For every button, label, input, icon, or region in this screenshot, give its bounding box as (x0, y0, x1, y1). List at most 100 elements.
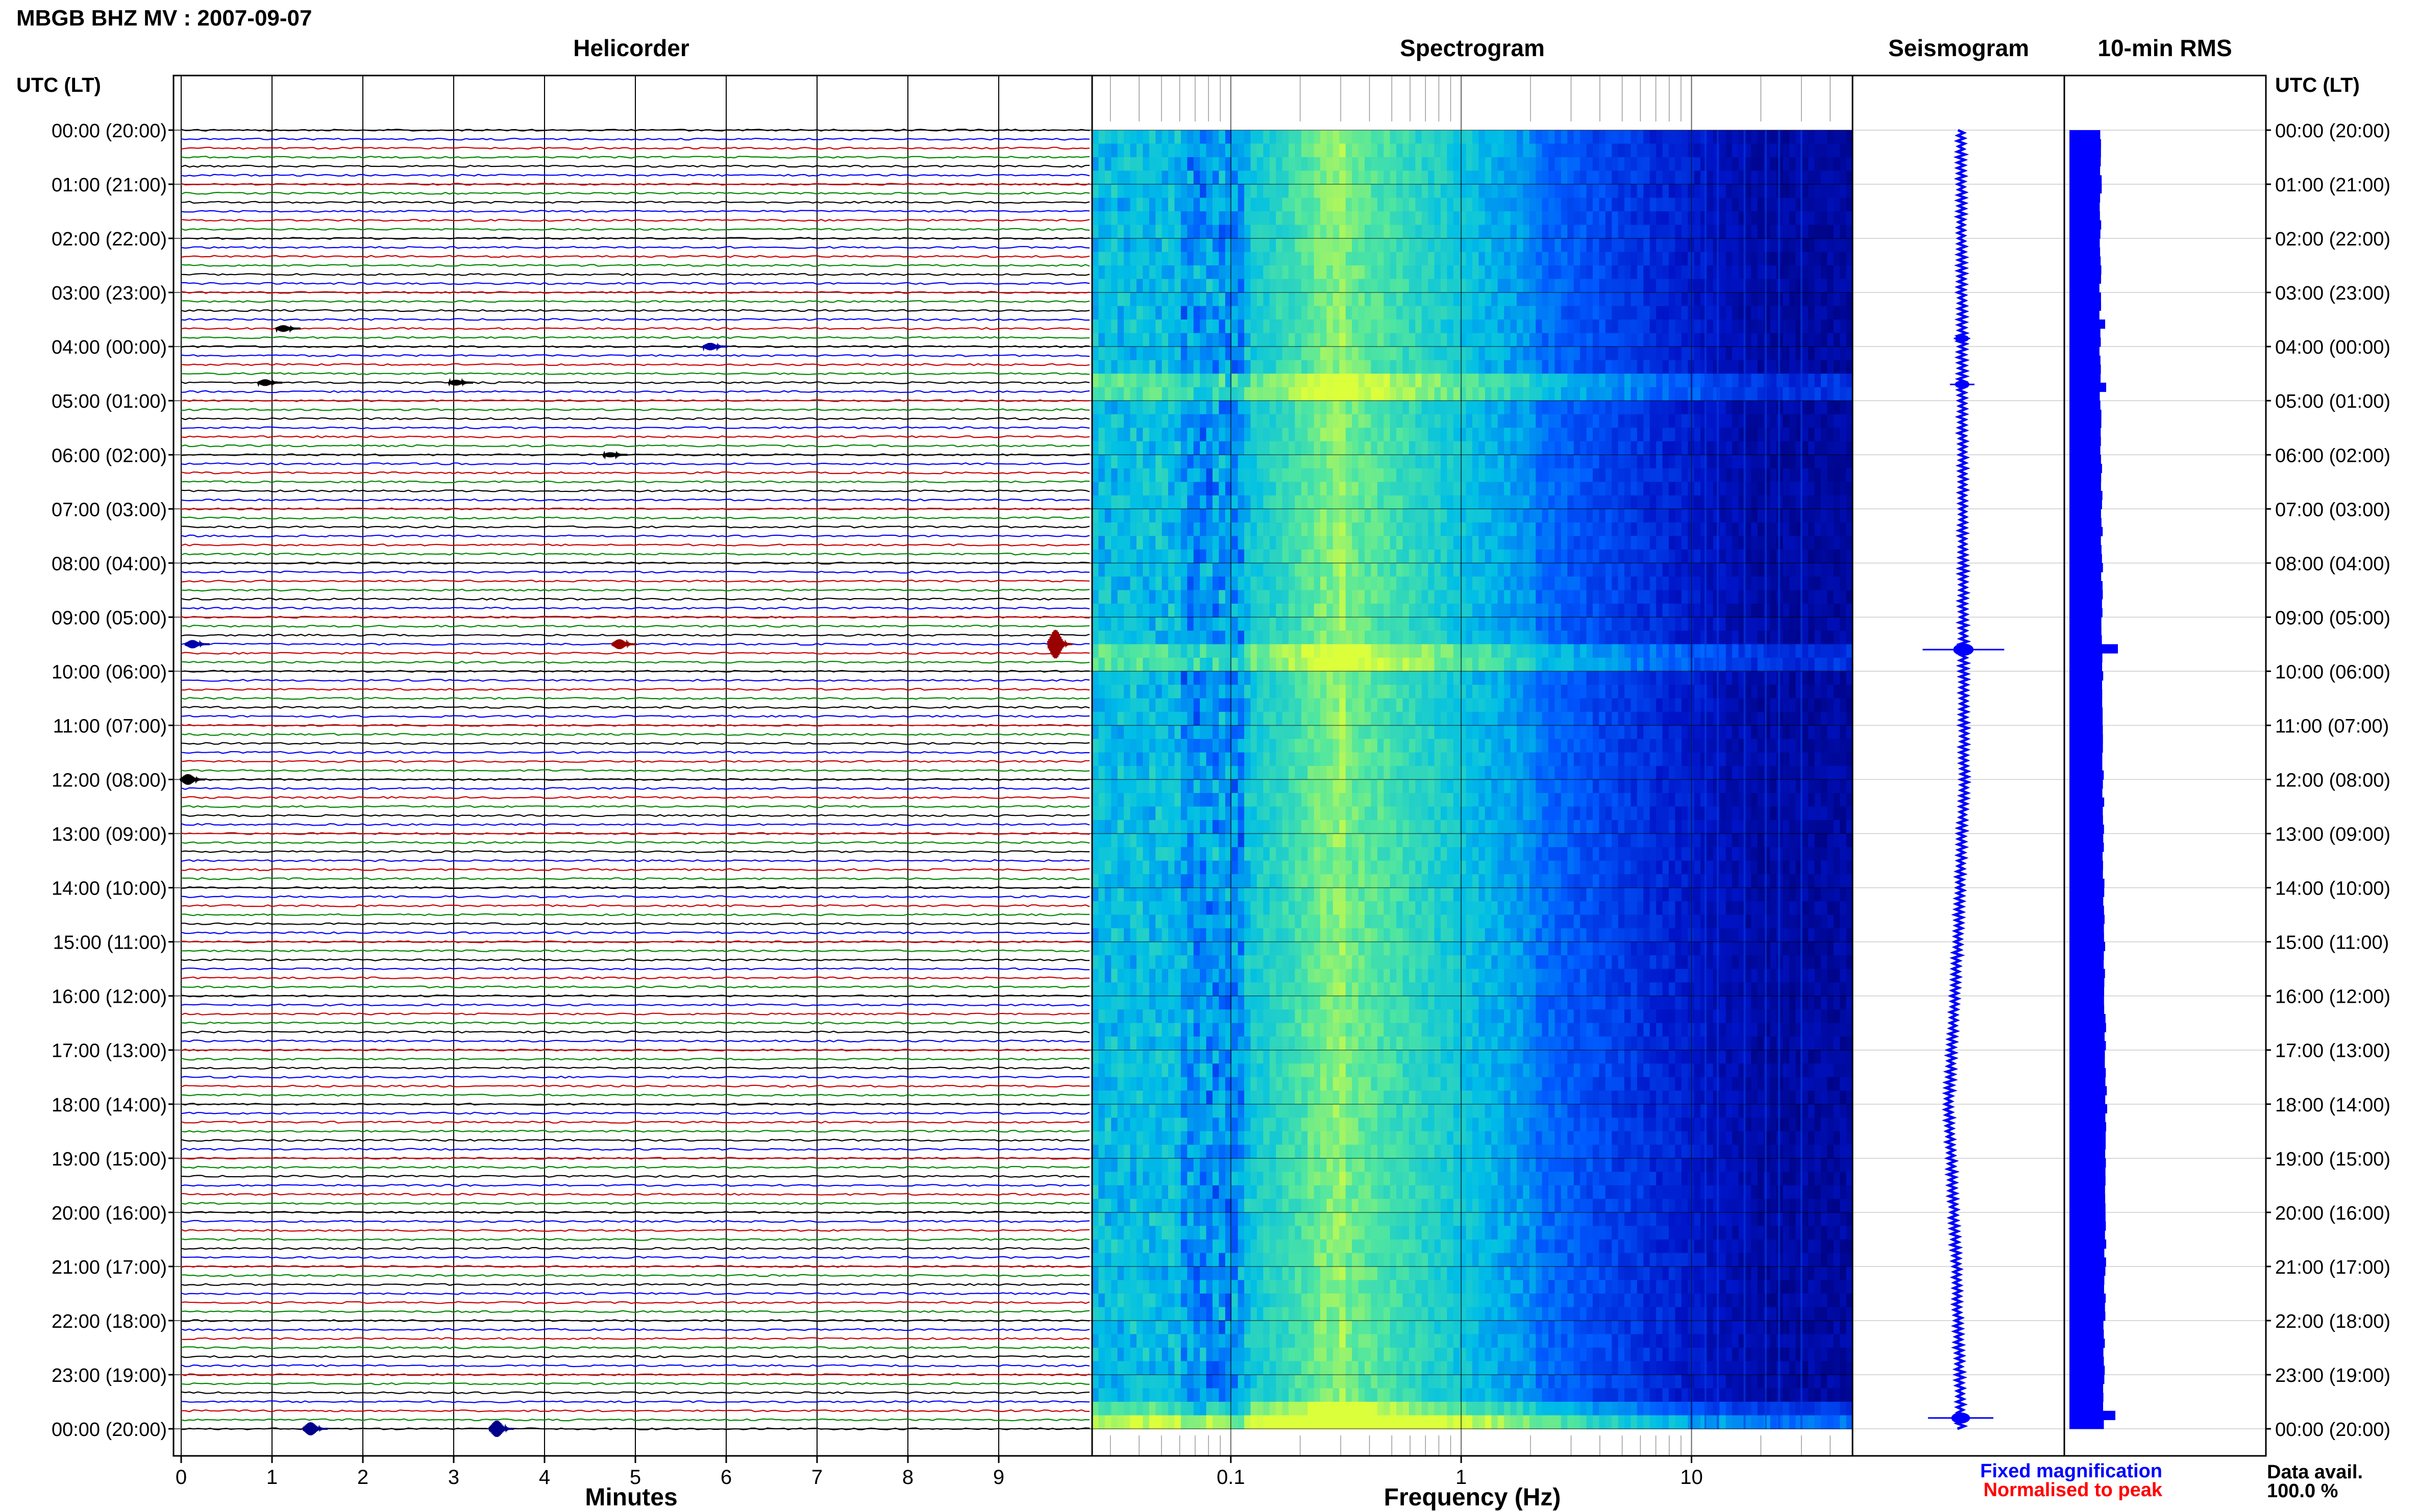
rms-bar (2069, 707, 2103, 717)
helicorder-trace (181, 1030, 1090, 1034)
right-time-label: 08:00 (04:00) (2275, 553, 2390, 575)
spectrogram-row (1092, 1347, 1853, 1362)
left-time-label: 04:00 (00:00) (52, 337, 167, 358)
helicorder-trace (181, 579, 1090, 583)
rms-bar (2069, 689, 2103, 699)
rms-bar (2069, 851, 2103, 861)
rms-bar (2069, 292, 2101, 302)
spectrogram-row (1092, 536, 1853, 550)
rms-bar (2069, 951, 2104, 960)
helicorder-trace (181, 724, 1090, 727)
helicorder-trace (181, 543, 1090, 547)
helicorder-trace (181, 805, 1090, 808)
helicorder-trace (181, 156, 1090, 159)
right-time-label: 13:00 (09:00) (2275, 824, 2390, 846)
right-time-label: 14:00 (10:00) (2275, 878, 2390, 900)
helicorder-trace (181, 218, 1090, 222)
right-time-label: 20:00 (16:00) (2275, 1203, 2390, 1224)
helicorder-event (302, 1422, 328, 1435)
helicorder-traces (179, 129, 1090, 1437)
helicorder-trace (181, 706, 1090, 709)
left-time-label: 00:00 (20:00) (52, 1419, 167, 1441)
helicorder-trace (181, 435, 1090, 438)
left-time-label: 18:00 (14:00) (52, 1095, 167, 1116)
helicorder-trace (181, 1003, 1090, 1007)
spectrogram-x-tick-label: 1 (1455, 1466, 1467, 1489)
helicorder-trace (181, 1121, 1090, 1124)
rms-bar (2069, 815, 2103, 825)
rms-bar (2069, 770, 2104, 780)
rms-bar (2069, 1176, 2106, 1186)
helicorder-trace (181, 1346, 1090, 1349)
helicorder-trace (181, 183, 1090, 186)
spectrogram-x-tick-label: 0.1 (1217, 1466, 1245, 1489)
helicorder-trace (181, 282, 1090, 285)
rms-bar (2069, 698, 2103, 708)
spectrogram-row (1092, 617, 1853, 631)
rms-bar (2069, 617, 2102, 627)
helicorder-trace (181, 1148, 1090, 1151)
helicorder-trace (181, 1039, 1090, 1043)
spectrogram-row (1092, 333, 1853, 347)
helicorder-trace (181, 1048, 1090, 1052)
helicorder-trace (181, 760, 1090, 763)
seismogram-event-blob (1955, 380, 1970, 389)
spectrogram-row (1092, 1415, 1853, 1429)
left-time-label: 09:00 (05:00) (52, 607, 167, 629)
spectrogram-row (1092, 1104, 1853, 1119)
rms-bar (2069, 788, 2103, 798)
helicorder-trace (181, 444, 1090, 448)
spectrogram-x-axis: 0.1 1 10 (1217, 1456, 1703, 1489)
helicorder-trace (181, 652, 1090, 655)
spectrogram-row (1092, 779, 1853, 794)
rms-bar (2069, 509, 2101, 518)
rms-bar (2069, 1302, 2105, 1312)
rms-bar (2069, 428, 2101, 437)
spectrogram-row (1092, 928, 1853, 943)
helicorder-trace (181, 327, 1090, 330)
helicorder-trace (181, 453, 1090, 457)
helicorder-trace (181, 336, 1090, 339)
spectrogram-row (1092, 279, 1853, 293)
helicorder-trace (181, 832, 1090, 835)
right-time-label: 00:00 (20:00) (2275, 1419, 2390, 1441)
spectrogram-row (1092, 401, 1853, 415)
spectrogram-row (1092, 630, 1853, 645)
helicorder-trace (181, 1057, 1090, 1061)
rms-bar (2069, 1311, 2106, 1321)
helicorder-trace (181, 210, 1090, 213)
spectrogram-row (1092, 238, 1853, 253)
rms-bar (2069, 878, 2105, 888)
helicorder-trace (181, 1175, 1090, 1178)
rms-bar (2069, 1393, 2104, 1402)
helicorder-x-tick-label: 9 (993, 1466, 1004, 1489)
helicorder-trace (181, 480, 1090, 484)
helicorder-trace (181, 372, 1090, 376)
spectrogram-row (1092, 644, 1853, 658)
legend-normalised-to-peak: Normalised to peak (1983, 1479, 2162, 1501)
data-avail-label: Data avail. (2267, 1461, 2363, 1483)
helicorder-event (602, 451, 628, 460)
rms-bar (2069, 842, 2104, 852)
helicorder-trace (181, 354, 1090, 357)
spectrogram-row (1092, 1266, 1853, 1281)
helicorder-trace (181, 913, 1090, 916)
rms-bar (2069, 445, 2101, 455)
rms-bar (2069, 1023, 2106, 1032)
spectrogram-row (1092, 590, 1853, 604)
helicorder-trace (181, 1364, 1090, 1368)
left-time-label: 15:00 (11:00) (53, 932, 167, 954)
rms-bar (2069, 824, 2104, 834)
rms-bar (2069, 1212, 2106, 1222)
rms-bar (2069, 527, 2103, 536)
rms-bar (2069, 238, 2100, 248)
left-time-label: 23:00 (19:00) (52, 1365, 167, 1386)
rms-bar (2069, 563, 2103, 573)
helicorder-trace (181, 850, 1090, 853)
rms-bar (2069, 1248, 2105, 1258)
helicorder-trace (181, 146, 1090, 150)
spectrogram-row (1092, 509, 1853, 523)
helicorder-trace (181, 552, 1090, 556)
rms-bar (2069, 743, 2103, 753)
spectrogram-row (1092, 1090, 1853, 1105)
